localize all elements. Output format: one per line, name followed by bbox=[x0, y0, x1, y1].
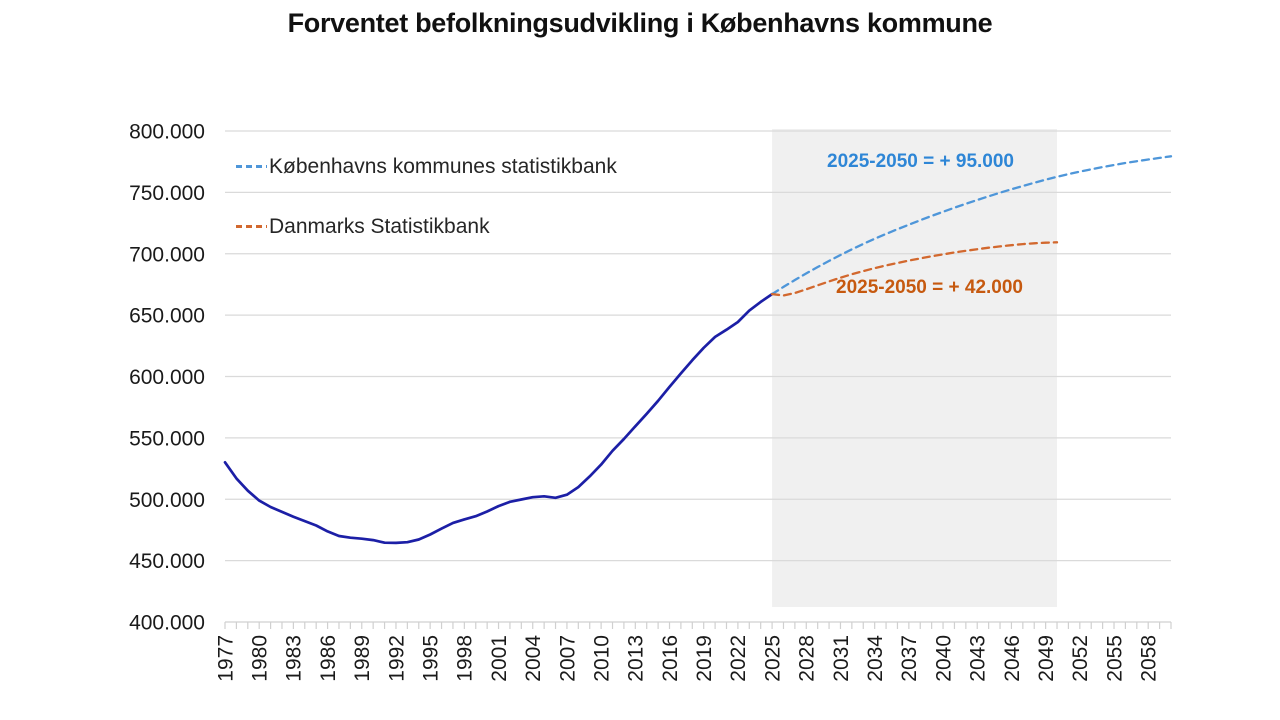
svg-text:2043: 2043 bbox=[967, 635, 990, 682]
svg-text:2031: 2031 bbox=[830, 635, 853, 682]
svg-text:2016: 2016 bbox=[659, 635, 682, 682]
kk-line bbox=[770, 155, 1173, 296]
svg-text:2052: 2052 bbox=[1069, 635, 1092, 682]
chart-legend: Københavns kommunes statistikbank Danmar… bbox=[236, 153, 617, 240]
svg-text:1986: 1986 bbox=[317, 635, 340, 682]
svg-text:1989: 1989 bbox=[351, 635, 374, 682]
svg-text:600.000: 600.000 bbox=[129, 366, 205, 389]
svg-text:2022: 2022 bbox=[727, 635, 750, 682]
svg-text:750.000: 750.000 bbox=[129, 182, 205, 205]
x-axis bbox=[224, 621, 1172, 629]
kk-dashed-line-swatch bbox=[236, 165, 267, 168]
svg-text:2037: 2037 bbox=[898, 635, 921, 682]
svg-text:1998: 1998 bbox=[454, 635, 477, 682]
svg-text:2001: 2001 bbox=[488, 635, 511, 682]
chart-title: Forventet befolkningsudvikling i Københa… bbox=[287, 8, 993, 38]
svg-text:2004: 2004 bbox=[522, 635, 545, 682]
svg-text:2025: 2025 bbox=[761, 635, 784, 682]
historical-line bbox=[223, 292, 774, 545]
legend-label-kk: Københavns kommunes statistikbank bbox=[269, 154, 617, 178]
svg-text:1983: 1983 bbox=[283, 635, 306, 682]
svg-text:450.000: 450.000 bbox=[129, 550, 205, 573]
svg-text:1977: 1977 bbox=[214, 635, 237, 682]
y-axis-labels: 400.000 450.000 500.000 550.000 600.000 650.0… bbox=[129, 121, 205, 635]
svg-text:650.000: 650.000 bbox=[129, 305, 205, 328]
svg-text:1980: 1980 bbox=[249, 635, 272, 682]
svg-text:2058: 2058 bbox=[1138, 635, 1161, 682]
y-gridlines bbox=[225, 130, 1171, 562]
svg-text:2010: 2010 bbox=[590, 635, 613, 682]
svg-text:2049: 2049 bbox=[1035, 635, 1058, 682]
svg-text:700.000: 700.000 bbox=[129, 243, 205, 266]
svg-text:550.000: 550.000 bbox=[129, 427, 205, 450]
svg-text:2028: 2028 bbox=[796, 635, 819, 682]
svg-text:2055: 2055 bbox=[1103, 635, 1126, 682]
svg-text:2019: 2019 bbox=[693, 635, 716, 682]
svg-text:2046: 2046 bbox=[1001, 635, 1024, 682]
svg-text:1995: 1995 bbox=[420, 635, 443, 682]
kk-growth-annotation: 2025-2050 = + 95.000 bbox=[827, 151, 1015, 172]
dst-dashed-line-swatch bbox=[236, 225, 267, 228]
legend-label-dst: Danmarks Statistikbank bbox=[269, 214, 490, 238]
svg-text:500.000: 500.000 bbox=[129, 489, 205, 512]
forecast-shade-region bbox=[772, 129, 1058, 607]
legend-item-kk: Københavns kommunes statistikbank bbox=[236, 153, 617, 180]
legend-item-dst: Danmarks Statistikbank bbox=[236, 213, 617, 240]
dst-line bbox=[770, 241, 1059, 297]
dst-growth-annotation: 2025-2050 = + 42.000 bbox=[836, 277, 1024, 298]
svg-text:800.000: 800.000 bbox=[129, 121, 205, 144]
x-axis-labels: 1977 1980 1983 1986 1989 1992 1995 1998 2001 2004… bbox=[214, 635, 1160, 682]
svg-text:2034: 2034 bbox=[864, 635, 887, 682]
svg-text:400.000: 400.000 bbox=[129, 612, 205, 635]
svg-text:2013: 2013 bbox=[625, 635, 648, 682]
svg-text:2040: 2040 bbox=[932, 635, 955, 682]
svg-text:1992: 1992 bbox=[385, 635, 408, 682]
svg-text:2007: 2007 bbox=[556, 635, 579, 682]
